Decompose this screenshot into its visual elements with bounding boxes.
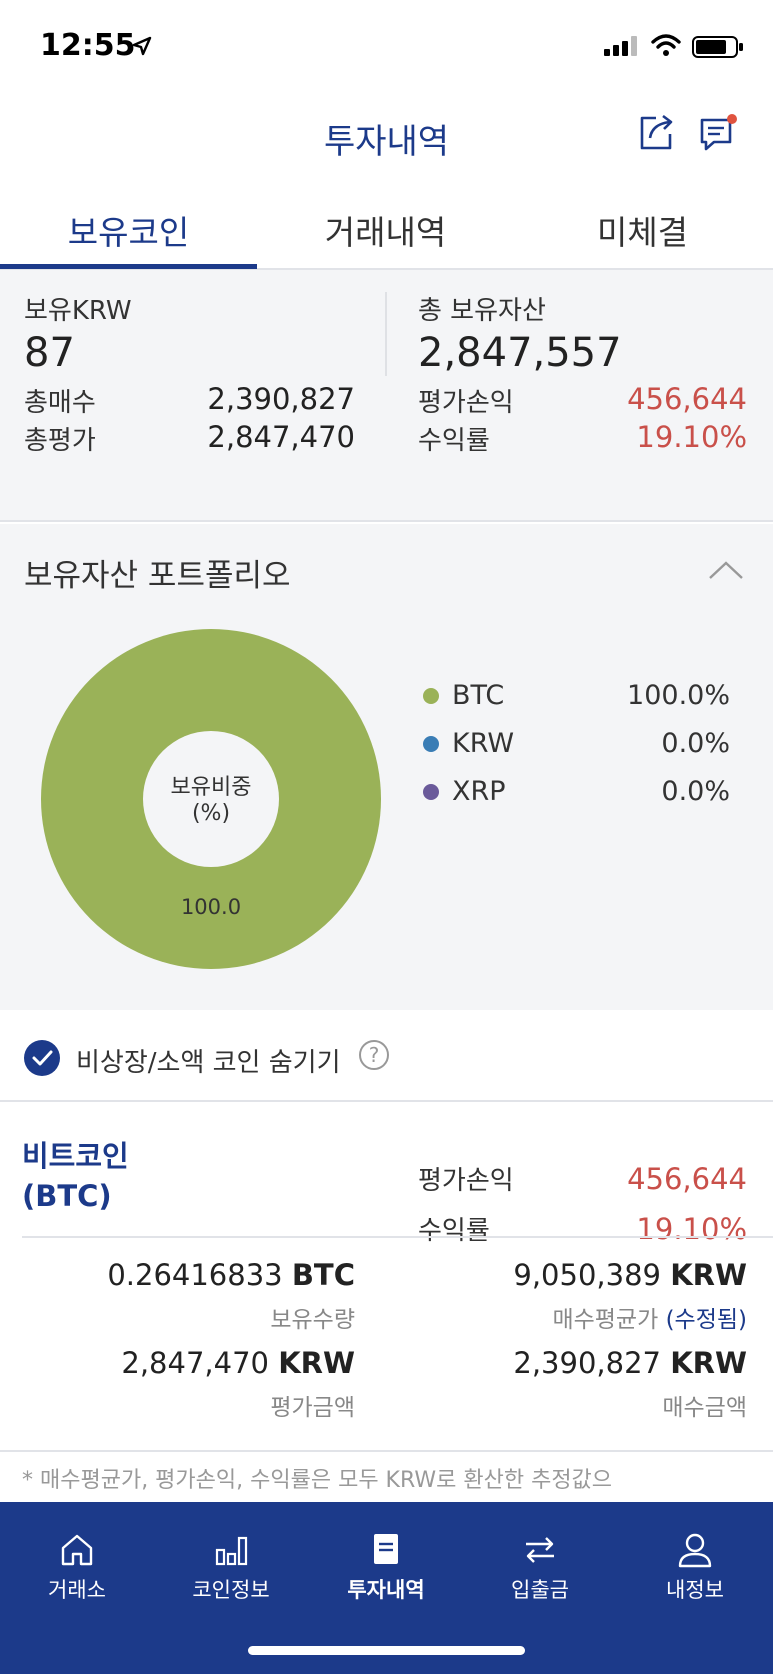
coin-name-korean: 비트코인 — [22, 1139, 129, 1173]
chat-notification-icon[interactable] — [698, 112, 740, 154]
legend-dot-krw — [423, 736, 439, 752]
krw-balance-value: 87 — [24, 330, 75, 376]
portfolio-title: 보유자산 포트폴리오 — [24, 558, 291, 594]
total-assets-value: 2,847,557 — [418, 330, 622, 376]
donut-slice-label: 100.0 — [181, 895, 241, 919]
donut-center-unit: (%) — [192, 801, 230, 826]
tab-transactions[interactable]: 거래내역 — [324, 213, 447, 252]
edited-badge[interactable]: (수정됨) — [665, 1307, 747, 1333]
coin-pnl-value: 456,644 — [627, 1162, 747, 1196]
portfolio-section: 보유자산 포트폴리오 보유비중 (%) 100.0 BTC 100.0% KRW… — [0, 524, 773, 1010]
nav-label: 코인정보 — [192, 1578, 270, 1602]
coin-name: 비트코인 (BTC) — [22, 1136, 129, 1216]
legend-pct: 100.0% — [627, 680, 730, 711]
holdings-summary: 보유KRW 87 총 보유자산 2,847,557 총매수 2,390,827 … — [0, 270, 773, 522]
nav-label: 내정보 — [666, 1578, 724, 1602]
bar-chart-icon — [215, 1536, 248, 1566]
portfolio-donut-chart: 보유비중 (%) 100.0 — [41, 629, 381, 969]
nav-label: 입출금 — [511, 1578, 569, 1602]
page-title: 투자내역 — [323, 122, 450, 162]
buy-amount-label: 매수금액 — [662, 1395, 747, 1421]
share-icon[interactable] — [636, 112, 676, 152]
legend-name: XRP — [452, 776, 506, 807]
legend-dot-xrp — [423, 784, 439, 800]
total-assets-label: 총 보유자산 — [418, 296, 546, 326]
total-eval-label: 총평가 — [24, 426, 96, 456]
summary-divider — [385, 292, 387, 376]
legend-name: KRW — [452, 728, 515, 759]
status-time: 12:55 — [40, 28, 136, 63]
nav-deposit-withdraw[interactable]: 입출금 — [463, 1502, 617, 1612]
nav-label: 투자내역 — [347, 1578, 425, 1602]
app-header: 투자내역 — [0, 90, 773, 180]
pnl-value: 456,644 — [627, 382, 747, 416]
nav-investment-history[interactable]: 투자내역 — [309, 1502, 463, 1612]
hide-small-coins-row: 비상장/소액 코인 숨기기 ? — [0, 1010, 773, 1102]
donut-hole — [143, 731, 279, 867]
legend-item-btc: BTC 100.0% — [420, 676, 730, 716]
hide-small-coins-checkbox[interactable] — [24, 1040, 60, 1076]
wifi-icon — [651, 34, 681, 56]
coin-divider — [22, 1236, 773, 1238]
hide-small-coins-label[interactable]: 비상장/소액 코인 숨기기 — [76, 1048, 341, 1078]
nav-exchange[interactable]: 거래소 — [0, 1502, 154, 1612]
tab-holdings[interactable]: 보유코인 — [67, 213, 190, 252]
checkmark-icon — [32, 1050, 53, 1066]
buy-amount: 2,390,827 KRW — [513, 1346, 747, 1380]
disclaimer-note: * 매수평균가, 평가손익, 수익률은 모두 KRW로 환산한 추정값으 — [0, 1450, 773, 1502]
chevron-up-icon[interactable] — [708, 560, 744, 580]
user-icon — [678, 1533, 712, 1568]
average-buy-price: 9,050,389 KRW — [513, 1258, 747, 1292]
coin-return-value: 19.10% — [636, 1212, 747, 1246]
total-buy-label: 총매수 — [24, 388, 96, 418]
average-buy-price-label: 매수평균가 (수정됨) — [552, 1307, 747, 1333]
help-question-icon[interactable]: ? — [359, 1040, 389, 1070]
active-tab-indicator — [0, 264, 257, 269]
transfer-icon — [526, 1537, 554, 1563]
bottom-navigation: 거래소 코인정보 투자내역 입출금 — [0, 1502, 773, 1674]
cellular-signal-icon — [604, 36, 637, 56]
status-bar: 12:55 — [0, 0, 773, 90]
legend-item-krw: KRW 0.0% — [420, 724, 730, 764]
nav-coin-info[interactable]: 코인정보 — [154, 1502, 308, 1612]
holding-quantity-label: 보유수량 — [270, 1307, 355, 1333]
krw-balance-label: 보유KRW — [24, 296, 132, 326]
coin-holding-card[interactable]: 비트코인 (BTC) 평가손익 456,644 수익률 19.10% 0.264… — [0, 1104, 773, 1450]
total-eval-value: 2,847,470 — [207, 420, 355, 454]
document-icon — [374, 1534, 398, 1564]
nav-label: 거래소 — [48, 1578, 106, 1602]
evaluation-amount-label: 평가금액 — [270, 1395, 355, 1421]
legend-name: BTC — [452, 680, 505, 711]
evaluation-amount: 2,847,470 KRW — [121, 1346, 355, 1380]
tab-pending[interactable]: 미체결 — [596, 213, 689, 252]
total-buy-value: 2,390,827 — [207, 382, 355, 416]
legend-item-xrp: XRP 0.0% — [420, 772, 730, 812]
holding-quantity: 0.26416833 BTC — [107, 1258, 355, 1292]
home-indicator — [248, 1646, 525, 1655]
coin-symbol: (BTC) — [22, 1179, 112, 1213]
legend-dot-btc — [423, 688, 439, 704]
battery-icon — [692, 36, 743, 58]
donut-center-label: 보유비중 — [171, 775, 252, 800]
legend-pct: 0.0% — [661, 776, 730, 807]
coin-return-label: 수익률 — [418, 1216, 490, 1246]
return-value: 19.10% — [636, 420, 747, 454]
tab-bar: 보유코인 거래내역 미체결 — [0, 180, 773, 270]
nav-my-info[interactable]: 내정보 — [618, 1502, 772, 1612]
legend-pct: 0.0% — [661, 728, 730, 759]
coin-pnl-label: 평가손익 — [418, 1166, 514, 1196]
location-arrow-icon — [132, 36, 152, 56]
disclaimer-text: * 매수평균가, 평가손익, 수익률은 모두 KRW로 환산한 추정값으 — [22, 1468, 613, 1493]
home-icon — [61, 1534, 93, 1566]
return-label: 수익률 — [418, 426, 490, 456]
pnl-label: 평가손익 — [418, 388, 514, 418]
